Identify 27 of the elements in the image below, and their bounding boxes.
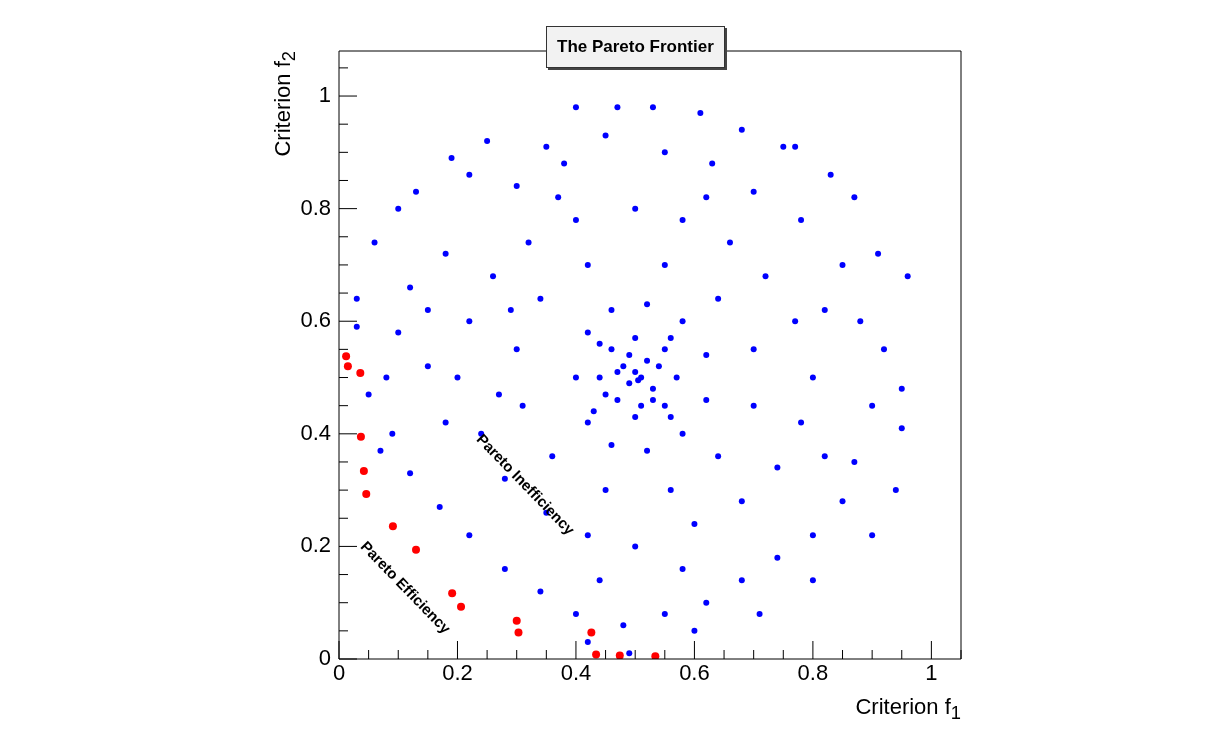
point — [356, 369, 365, 378]
x-tick-label: 0.8 — [797, 660, 829, 686]
point — [343, 362, 352, 371]
point — [514, 628, 523, 637]
y-tick-label: 1 — [318, 82, 331, 108]
point — [342, 352, 351, 361]
y-tick-label: 0.2 — [300, 532, 331, 558]
point — [651, 652, 660, 659]
x-tick-label: 0.6 — [679, 660, 710, 686]
point — [359, 466, 368, 475]
y-tick-label: 0.8 — [300, 194, 331, 220]
point — [356, 432, 365, 441]
point — [457, 602, 466, 611]
x-axis-title: Criterion f$_{1}$ — [855, 694, 961, 725]
y-tick-label: 0.4 — [300, 419, 331, 445]
point — [587, 628, 596, 637]
point — [512, 616, 521, 625]
x-tick-label: 0.2 — [442, 660, 473, 686]
x-tick-label: 1 — [925, 660, 938, 686]
point — [388, 522, 397, 531]
point — [615, 651, 624, 659]
point — [592, 650, 601, 659]
point — [412, 545, 421, 554]
point — [362, 490, 371, 499]
x-tick-label: 0.4 — [560, 660, 592, 686]
chart-title: The Pareto Frontier — [546, 26, 725, 68]
y-tick-label: 0.6 — [300, 307, 331, 333]
